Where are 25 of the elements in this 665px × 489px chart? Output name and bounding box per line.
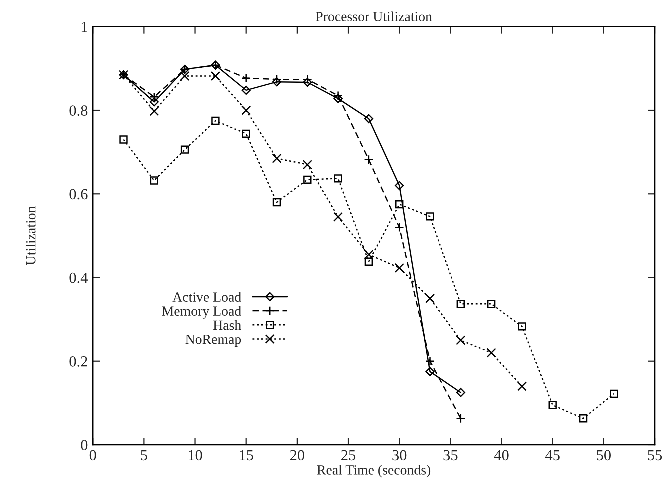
- y-tick-label: 0.2: [70, 356, 88, 367]
- legend-label: Active Load: [172, 292, 242, 302]
- y-tick-label: 0: [81, 440, 88, 450]
- y-tick-label: 0.4: [70, 272, 88, 284]
- chart-title: Processor Utilization: [316, 12, 432, 22]
- x-tick-label: 30: [392, 450, 407, 461]
- y-tick-label: 1: [82, 22, 88, 32]
- y-axis-title: Utilization: [26, 206, 36, 266]
- legend-label: NoRemap: [186, 334, 242, 348]
- x-axis-title: Real Time (seconds): [317, 465, 431, 478]
- x-tick-label: 20: [290, 450, 304, 461]
- x-tick-label: 5: [141, 450, 148, 461]
- y-tick-label: 0.6: [70, 189, 88, 200]
- x-tick-label: 45: [546, 450, 560, 461]
- x-tick-label: 15: [240, 450, 254, 461]
- legend-label: Memory Load: [162, 306, 242, 319]
- x-tick-label: 55: [648, 450, 662, 461]
- x-tick-label: 40: [494, 450, 509, 461]
- x-tick-label: 0: [90, 450, 96, 461]
- x-tick-label: 50: [597, 450, 611, 461]
- y-tick-label: 0.8: [70, 106, 88, 116]
- x-tick-label: 10: [188, 450, 202, 461]
- x-tick-label: 35: [444, 450, 458, 461]
- legend-label: Hash: [213, 320, 242, 330]
- x-tick-label: 25: [342, 450, 356, 461]
